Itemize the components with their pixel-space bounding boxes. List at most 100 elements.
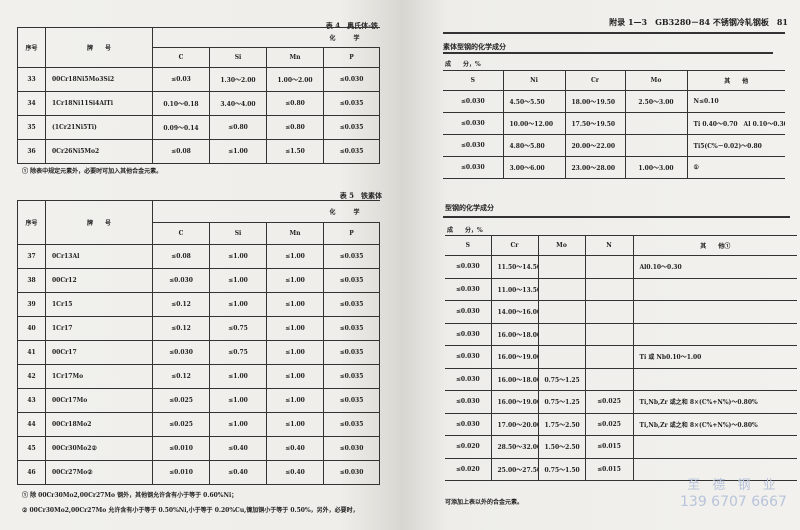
cell-n: [584, 345, 634, 369]
cell-c: ≤0.12: [152, 292, 210, 317]
cell-ni: 3.00～6.00: [502, 156, 566, 179]
cell-c: ≤0.030: [152, 340, 210, 365]
table-row: ≤0.030 16.00～18.00 0.75～1.25: [445, 367, 797, 391]
cell-grade: 0Cr13Al: [45, 244, 153, 269]
cell-mo: [537, 255, 586, 279]
cell-mn: ≤1.50: [266, 139, 324, 164]
col-header-cr: Cr: [564, 70, 626, 91]
cell-mo: [537, 277, 586, 301]
cell-s: ≤0.030: [445, 300, 492, 324]
col-header-other: 其 他①: [632, 235, 797, 256]
cell-other: [632, 367, 797, 391]
cell-c: ≤0.010: [152, 460, 210, 485]
cell-s: ≤0.030: [443, 134, 504, 157]
cell-no: 41: [17, 340, 46, 365]
cell-cr: 23.00～28.00: [564, 156, 626, 179]
table5-cont-unit: 成 分，%: [447, 227, 483, 234]
cell-mo: 0.75～1.25: [537, 367, 586, 391]
cell-p: ≤0.035: [322, 388, 381, 413]
table-row: 37 0Cr13Al ≤0.08 ≤1.00 ≤1.00 ≤0.035: [17, 244, 381, 269]
left-page: 表 4 奥氏体-铁 序号牌 号化 学 C Si Mn P 33 00Cr18Ni5Mo3Si…: [0, 0, 400, 530]
cell-n: ≤0.025: [584, 390, 634, 414]
cell-si: 1.30～2.00: [209, 67, 267, 92]
cell-s: ≤0.030: [445, 367, 492, 391]
cell-s: ≤0.030: [445, 345, 492, 369]
cell-grade: 1Cr15: [45, 292, 153, 317]
table-row: 40 1Cr17 ≤0.12 ≤0.75 ≤1.00 ≤0.035: [17, 316, 381, 341]
col-header-group: 化 学: [151, 27, 380, 48]
cell-si: ≤0.75: [209, 316, 267, 341]
header-row: S Cr Mo N 其 他①: [445, 235, 797, 256]
col-header-c: C: [152, 222, 210, 245]
cell-c: 0.09～0.14: [152, 115, 210, 140]
table-row: ≤0.030 4.80～5.80 20.00～22.00 Ti5(C%－0.02)～0…: [443, 134, 785, 157]
cell-c: ≤0.12: [152, 316, 210, 341]
cell-other: ①: [686, 156, 785, 179]
cell-c: ≤0.010: [152, 436, 210, 461]
table4-cont-unit: 成 分，%: [445, 61, 481, 68]
cell-no: 43: [17, 388, 46, 413]
table-row: ≤0.030 10.00～12.00 17.50～19.50 Ti 0.40～0.70…: [443, 112, 785, 135]
header-row: C Si Mn P: [18, 222, 381, 245]
cell-other: [632, 277, 797, 301]
cell-other: [632, 300, 797, 324]
cell-mn: ≤1.00: [266, 364, 324, 389]
cell-other: Ti5(C%－0.02)～0.80: [686, 134, 785, 157]
cell-c: ≤0.025: [152, 388, 210, 413]
cell-no: 42: [17, 364, 46, 389]
cell-no: 33: [17, 67, 46, 92]
cell-s: ≤0.030: [443, 90, 504, 113]
cell-si: 3.40～4.00: [209, 91, 267, 116]
col-header-n: N: [584, 235, 634, 256]
col-header-grade: 牌 号: [45, 200, 153, 245]
cell-s: ≤0.020: [445, 435, 492, 459]
cell-n: [584, 255, 634, 279]
table-row: ≤0.030 16.00～19.00 Ti 或 Nb0.10～1.00: [445, 345, 797, 369]
cell-grade: 00Cr18Ni5Mo3Si2: [45, 67, 153, 92]
cell-mn: ≤1.00: [266, 244, 324, 269]
running-header: 附录 1—3 GB3280－84 不锈钢冷轧钢板 81: [609, 17, 788, 27]
table5-footnote-2: ② 00Cr30Mo2,00Cr27Mo 允许含有小于等于 0.50%Ni,小于…: [22, 507, 359, 514]
col-header-no: 序号: [17, 200, 46, 245]
cell-mo: [537, 345, 586, 369]
cell-cr: 20.00～22.00: [564, 134, 626, 157]
cell-si: ≤0.40: [209, 436, 267, 461]
cell-cr: 16.00～19.00: [490, 390, 539, 414]
table4-austenitic-ferritic: 序号牌 号化 学 C Si Mn P 33 00Cr18Ni5Mo3Si2 ≤0.03 1.30…: [17, 27, 381, 164]
cell-mn: ≤0.40: [266, 436, 324, 461]
cell-other: [632, 322, 797, 346]
cell-grade: 00Cr30Mo2②: [45, 436, 153, 461]
cell-mn: ≤1.00: [266, 412, 324, 437]
col-header-si: Si: [209, 47, 267, 68]
cell-si: ≤1.00: [209, 388, 267, 413]
table-row: ≤0.020 25.00～27.50 0.75～1.50 ≤0.015: [445, 457, 797, 481]
cell-other: Ti 0.40～0.70 Al 0.10～0.30: [686, 112, 785, 135]
cell-no: 40: [17, 316, 46, 341]
cell-c: ≤0.08: [152, 244, 210, 269]
cell-si: ≤0.80: [209, 115, 267, 140]
right-page: 附录 1—3 GB3280－84 不锈钢冷轧钢板 81 素体型钢的化学成分 成 …: [400, 0, 800, 530]
col-header-mo: Mo: [624, 70, 688, 91]
cell-no: 44: [17, 412, 46, 437]
cell-grade: 1Cr17Mo: [45, 364, 153, 389]
table-row: 42 1Cr17Mo ≤0.12 ≤1.00 ≤1.00 ≤0.035: [17, 364, 381, 389]
cell-grade: 00Cr12: [45, 268, 153, 293]
col-header-p: P: [322, 47, 381, 68]
cell-grade: (1Cr21Ni5Ti): [45, 115, 153, 140]
cell-cr: 17.00～20.00: [490, 412, 539, 436]
cell-other: N≤0.10: [686, 90, 785, 113]
cell-p: ≤0.035: [322, 292, 381, 317]
cell-other: [632, 435, 797, 459]
cell-c: ≤0.030: [152, 268, 210, 293]
cell-no: 46: [17, 460, 46, 485]
cell-grade: 0Cr26Ni5Mo2: [45, 139, 153, 164]
watermark-phone: 139 6707 6667: [680, 493, 787, 510]
col-header-s: S: [445, 235, 492, 256]
cell-cr: 16.00～19.00: [490, 345, 539, 369]
cell-grade: 00Cr17Mo: [45, 388, 153, 413]
watermark-company: 至 德 钢 业: [687, 478, 780, 493]
cell-si: ≤1.00: [209, 364, 267, 389]
cell-mo: [537, 322, 586, 346]
table-row: 34 1Cr18Ni11Si4AlTi 0.10～0.18 3.40～4.00 ≤0.8…: [17, 91, 381, 116]
caption-rule: [443, 216, 790, 218]
